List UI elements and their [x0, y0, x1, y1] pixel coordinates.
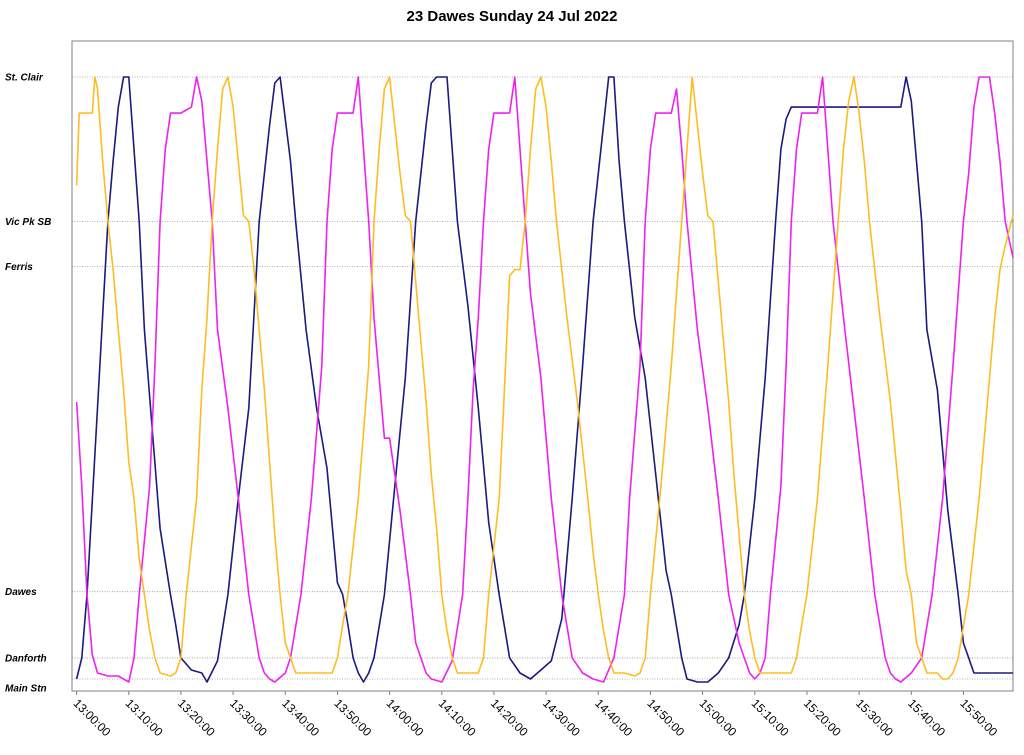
x-tick-label: 14:10:00: [436, 696, 479, 739]
x-tick-label: 15:10:00: [749, 696, 792, 739]
x-tick-label: 15:40:00: [905, 696, 948, 739]
x-tick-label: 15:30:00: [853, 696, 896, 739]
x-tick-label: 13:00:00: [70, 696, 113, 739]
x-tick-label: 15:20:00: [801, 696, 844, 739]
series-lines: [75, 76, 1014, 683]
y-axis-stop-labels: St. Clair Vic Pk SB Ferris Dawes Danforth Mai…: [5, 73, 51, 695]
x-tick-label: 14:30:00: [540, 696, 583, 739]
y-stop-label: Danforth: [5, 653, 47, 664]
x-tick-label: 14:40:00: [592, 696, 635, 739]
y-stop-label: Dawes: [5, 587, 37, 598]
x-tick-label: 14:20:00: [488, 696, 531, 739]
series-line-3: [75, 76, 1014, 680]
gridlines: [72, 76, 1013, 680]
x-tick-label: 13:50:00: [331, 696, 374, 739]
x-tick-label: 14:00:00: [383, 696, 426, 739]
y-stop-label: St. Clair: [5, 73, 44, 84]
x-tick-label: 13:10:00: [123, 696, 166, 739]
x-axis-ticks: 13:00:00 13:10:00 13:20:00 13:30:00 13:40:00…: [70, 691, 1000, 739]
x-tick-label: 13:20:00: [175, 696, 218, 739]
x-tick-label: 14:50:00: [644, 696, 687, 739]
chart-title: 23 Dawes Sunday 24 Jul 2022: [406, 8, 618, 25]
x-tick-label: 15:50:00: [957, 696, 1000, 739]
plot-area-frame: [71, 40, 1014, 692]
x-tick-label: 13:30:00: [227, 696, 270, 739]
series-line-2: [75, 76, 1014, 683]
y-stop-label: Vic Pk SB: [5, 217, 51, 228]
y-stop-label: Ferris: [5, 262, 33, 273]
series-line-1: [75, 76, 1013, 683]
y-stop-label: Main Stn: [5, 684, 47, 695]
x-tick-label: 15:00:00: [696, 696, 739, 739]
x-tick-label: 13:40:00: [279, 696, 322, 739]
